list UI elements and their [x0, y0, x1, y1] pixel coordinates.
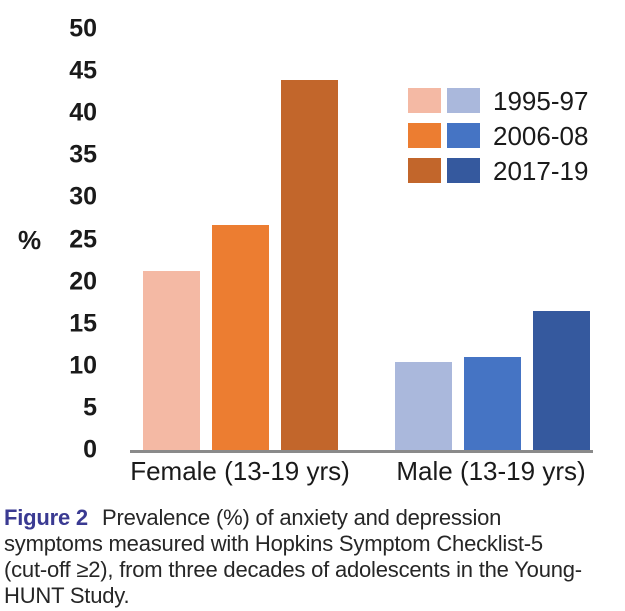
caption-line: symptoms measured with Hopkins Symptom C…: [4, 531, 543, 556]
figure-caption: Figure 2 Prevalence (%) of anxiety and de…: [4, 505, 622, 609]
x-label-female: Female (13-19 yrs): [130, 456, 350, 486]
y-tick-45: 45: [69, 56, 97, 85]
y-tick-5: 5: [83, 393, 97, 422]
y-tick-40: 40: [69, 98, 97, 127]
y-tick-50: 50: [69, 14, 97, 43]
caption-line-1-text: Prevalence (%) of anxiety and depression: [101, 505, 502, 530]
chart-legend: 1995-97 2006-08 2017-19: [408, 83, 588, 188]
x-label-male: Male (13-19 yrs): [396, 456, 586, 486]
legend-swatch-male-2006-08: [447, 123, 480, 148]
legend-label-1995-97: 1995-97: [493, 85, 589, 116]
y-tick-35: 35: [69, 140, 97, 169]
x-axis-line: [130, 450, 593, 453]
y-tick-20: 20: [69, 267, 97, 296]
legend-swatch-female-2006-08: [408, 123, 441, 148]
legend-row-2006-08: 2006-08: [408, 118, 588, 153]
caption-line: HUNT Study.: [4, 583, 130, 608]
legend-swatch-male-1995-97: [447, 88, 480, 113]
legend-swatch-female-1995-97: [408, 88, 441, 113]
y-tick-0: 0: [83, 435, 97, 464]
caption-line: (cut-off ≥2), from three decades of adol…: [4, 557, 582, 582]
y-tick-30: 30: [69, 182, 97, 211]
legend-row-1995-97: 1995-97: [408, 83, 588, 118]
y-tick-25: 25: [69, 225, 97, 253]
legend-swatch-female-2017-19: [408, 158, 441, 183]
legend-row-2017-19: 2017-19: [408, 153, 588, 188]
bar-female-2017-19: [281, 80, 338, 450]
bar-female-1995-97: [143, 270, 200, 450]
legend-label-2006-08: 2006-08: [493, 120, 589, 151]
caption-line: Figure 2 Prevalence (%) of anxiety and de…: [4, 505, 622, 531]
legend-label-2017-19: 2017-19: [493, 155, 589, 186]
y-tick-15: 15: [69, 309, 97, 338]
bar-male-2006-08: [464, 357, 521, 450]
legend-swatch-male-2017-19: [447, 158, 480, 183]
figure-label: Figure 2: [4, 505, 88, 530]
bar-male-1995-97: [395, 361, 452, 450]
bar-male-2017-19: [533, 311, 590, 450]
y-tick-10: 10: [69, 351, 97, 380]
y-axis-label: %: [18, 224, 42, 255]
bar-female-2006-08: [212, 225, 269, 450]
